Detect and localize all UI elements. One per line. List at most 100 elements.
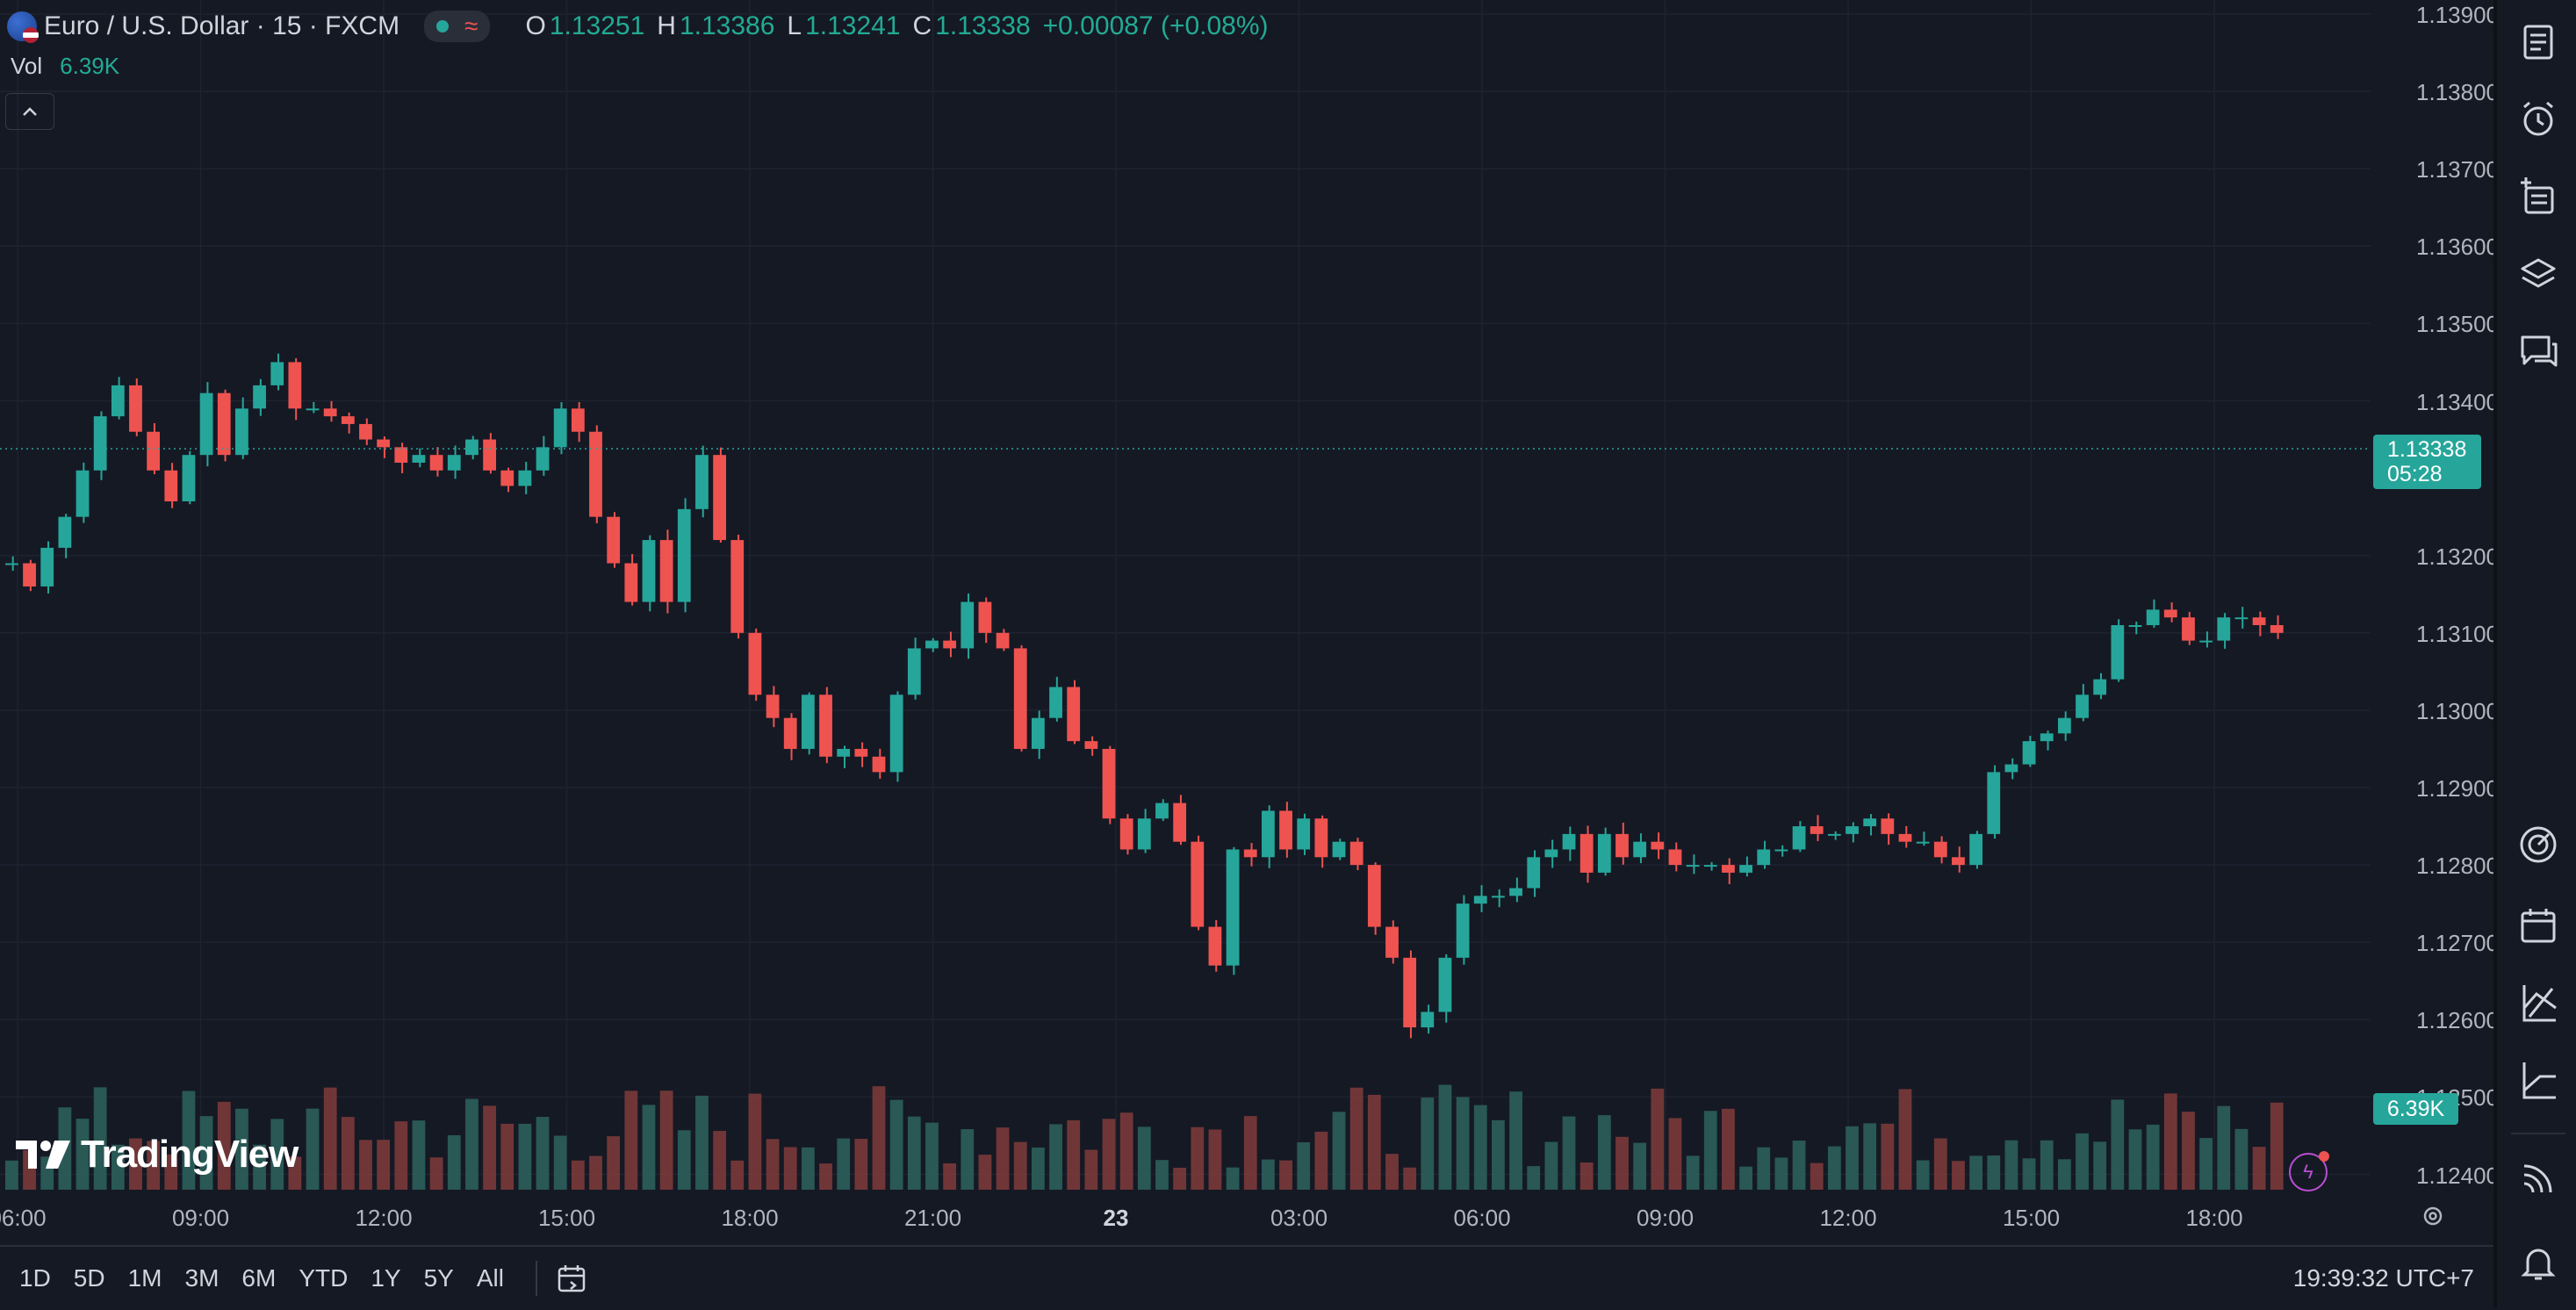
volume-bar bbox=[854, 1139, 868, 1190]
price-axis-label: 1.12600 bbox=[2416, 1007, 2499, 1034]
volume-bar bbox=[1084, 1149, 1098, 1190]
volume-bar bbox=[2199, 1138, 2213, 1190]
market-open-dot-icon bbox=[436, 20, 450, 32]
candle-up bbox=[1226, 849, 1240, 966]
date-range-group: 1D 5D 1M 3M 6M YTD 1Y 5Y All bbox=[0, 1264, 509, 1292]
target-icon[interactable] bbox=[2517, 824, 2559, 866]
volume-bar bbox=[1562, 1116, 1576, 1190]
range-button-ytd[interactable]: YTD bbox=[299, 1264, 349, 1292]
timezone-clock[interactable]: 19:39:32 UTC+7 bbox=[2292, 1264, 2474, 1292]
tradingview-logo[interactable]: TradingView bbox=[14, 1133, 299, 1177]
candle-up bbox=[1155, 803, 1169, 819]
candle-down bbox=[589, 431, 602, 517]
line-tool-icon[interactable] bbox=[2517, 1059, 2559, 1101]
time-axis-label: 15:00 bbox=[537, 1205, 596, 1231]
volume-bar bbox=[129, 1138, 142, 1190]
volume-bar bbox=[1403, 1167, 1417, 1190]
candle-down bbox=[730, 540, 745, 633]
volume-bar bbox=[1438, 1084, 1452, 1190]
range-button-1m[interactable]: 1M bbox=[127, 1264, 162, 1292]
candle-up bbox=[1703, 865, 1717, 867]
candle-down bbox=[783, 717, 797, 749]
current-price: 1.13338 bbox=[2387, 437, 2467, 462]
volume-bar bbox=[1102, 1119, 1116, 1190]
volume-bar bbox=[536, 1117, 550, 1190]
symbol-title[interactable]: Euro / U.S. Dollar · 15 · FXCM bbox=[44, 11, 400, 40]
volume-bar bbox=[359, 1140, 372, 1190]
volume-bar bbox=[589, 1155, 602, 1190]
candle-up bbox=[306, 408, 320, 411]
range-button-3m[interactable]: 3M bbox=[184, 1264, 219, 1292]
time-axis-label: 12:00 bbox=[355, 1205, 413, 1231]
candle-down bbox=[1349, 841, 1364, 866]
add-list-icon[interactable] bbox=[2517, 176, 2559, 218]
volume-bar bbox=[748, 1093, 762, 1190]
volume-bar bbox=[394, 1121, 408, 1190]
layers-icon[interactable] bbox=[2517, 253, 2559, 295]
candle-down bbox=[429, 455, 443, 471]
candle-down bbox=[1367, 865, 1381, 927]
volume-bar bbox=[447, 1134, 461, 1190]
volume-bar bbox=[1367, 1094, 1381, 1190]
toolbar-divider bbox=[535, 1261, 537, 1296]
volume-bar bbox=[978, 1155, 992, 1190]
candle-down bbox=[1067, 687, 1081, 742]
chat-icon[interactable] bbox=[2517, 330, 2559, 372]
volume-bar bbox=[182, 1090, 196, 1190]
candle-up bbox=[677, 508, 691, 602]
candle-up bbox=[1473, 896, 1487, 904]
calendar-icon[interactable] bbox=[2517, 904, 2559, 947]
candle-up bbox=[40, 547, 54, 587]
range-button-all[interactable]: All bbox=[476, 1264, 504, 1292]
volume-bar bbox=[659, 1090, 673, 1190]
candle-up bbox=[695, 455, 709, 509]
market-status-pill[interactable]: ≈ bbox=[424, 11, 491, 42]
candle-down bbox=[164, 470, 178, 502]
candle-down bbox=[1084, 741, 1098, 749]
candle-up bbox=[1509, 888, 1522, 896]
volume-bar bbox=[377, 1140, 391, 1190]
time-axis-label: 21:00 bbox=[903, 1205, 962, 1231]
volume-value: 6.39K bbox=[60, 53, 120, 79]
candle-up bbox=[58, 516, 72, 548]
volume-bar bbox=[483, 1105, 496, 1190]
candle-down bbox=[341, 416, 355, 424]
candle-down bbox=[713, 455, 726, 541]
settings-gear-icon[interactable] bbox=[2420, 1203, 2446, 1229]
bell-icon[interactable] bbox=[2517, 1242, 2559, 1284]
candle-up bbox=[76, 470, 90, 517]
candlestick-chart[interactable] bbox=[0, 0, 2493, 1242]
volume-bar bbox=[1297, 1142, 1311, 1190]
volume-bar bbox=[1651, 1088, 1665, 1190]
candle-up bbox=[1686, 865, 1700, 867]
candle-down bbox=[1668, 849, 1682, 866]
candle-up bbox=[553, 408, 567, 448]
ohlc-values: O 1.13251 H 1.13386 L 1.13241 C 1.13338 +0.0… bbox=[513, 11, 1268, 41]
range-button-5y[interactable]: 5Y bbox=[423, 1264, 454, 1292]
candle-down bbox=[1615, 833, 1629, 858]
range-button-1d[interactable]: 1D bbox=[19, 1264, 51, 1292]
candle-up bbox=[1137, 818, 1151, 850]
go-to-date-calendar-icon[interactable] bbox=[555, 1261, 590, 1296]
trend-chart-icon[interactable] bbox=[2517, 982, 2559, 1024]
candle-up bbox=[1739, 865, 1752, 873]
lightning-icon[interactable]: ϟ bbox=[2289, 1151, 2329, 1191]
collapse-legend-button[interactable] bbox=[5, 93, 54, 130]
alert-clock-icon[interactable] bbox=[2517, 98, 2559, 140]
volume-bar bbox=[2057, 1159, 2071, 1190]
range-button-1y[interactable]: 1Y bbox=[371, 1264, 401, 1292]
volume-bar bbox=[1686, 1155, 1700, 1190]
volume-bar bbox=[1987, 1155, 2001, 1190]
candle-up bbox=[925, 640, 939, 649]
volume-bar bbox=[1385, 1154, 1399, 1190]
range-button-5d[interactable]: 5D bbox=[73, 1264, 105, 1292]
volume-bar bbox=[1473, 1105, 1487, 1190]
broadcast-icon[interactable] bbox=[2517, 1157, 2559, 1199]
range-button-6m[interactable]: 6M bbox=[241, 1264, 277, 1292]
candle-up bbox=[2199, 640, 2213, 643]
chart-area[interactable] bbox=[0, 0, 2493, 1242]
close-value: 1.13338 bbox=[935, 11, 1031, 40]
volume-bar bbox=[996, 1127, 1010, 1190]
volume-bar bbox=[164, 1154, 178, 1190]
watchlist-icon[interactable] bbox=[2517, 21, 2559, 63]
